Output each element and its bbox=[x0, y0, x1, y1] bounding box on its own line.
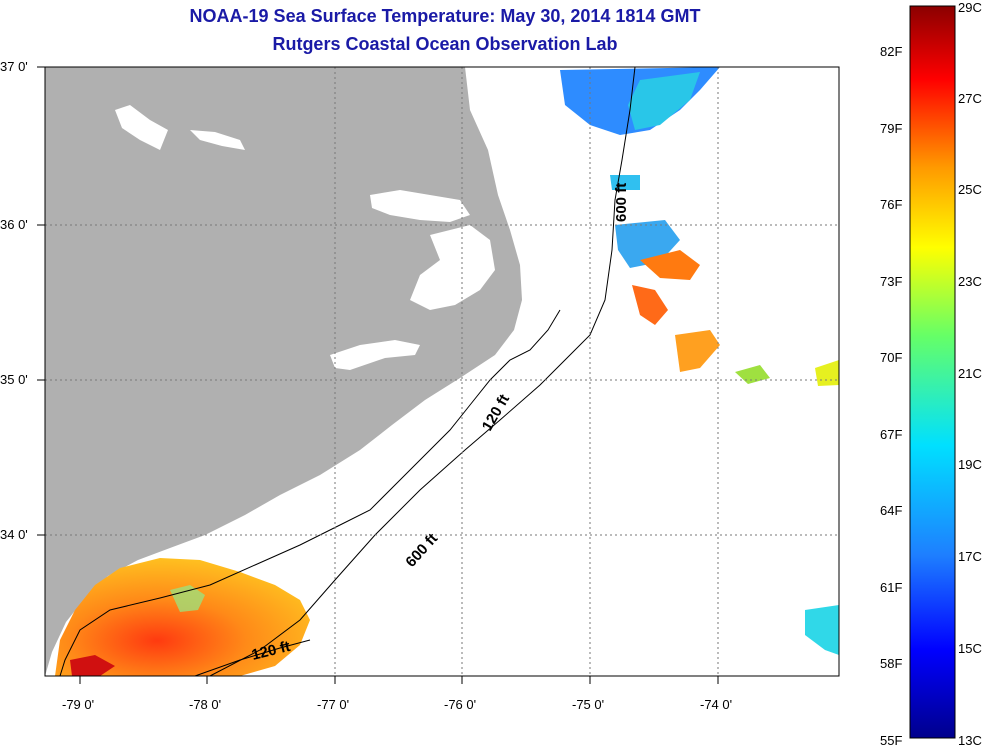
sst-red-patch bbox=[70, 655, 115, 676]
cb-c-17: 17C bbox=[958, 549, 982, 564]
cb-c-21: 21C bbox=[958, 366, 982, 381]
colorbar bbox=[909, 5, 956, 739]
lake-2 bbox=[190, 130, 245, 150]
lon-label-77: -77 0' bbox=[317, 697, 350, 712]
cb-f-55: 55F bbox=[880, 733, 903, 748]
map-title: NOAA-19 Sea Surface Temperature: May 30,… bbox=[189, 6, 701, 26]
contour-120ft-south bbox=[194, 639, 311, 676]
axis-ticks bbox=[37, 66, 719, 684]
map-subtitle: Rutgers Coastal Ocean Observation Lab bbox=[272, 34, 618, 54]
cb-f-76: 76F bbox=[880, 197, 903, 212]
cb-f-58: 58F bbox=[880, 656, 903, 671]
contour-label-600ft-south: 600 ft bbox=[402, 530, 441, 570]
sst-orange-scatter bbox=[675, 330, 720, 372]
land-mass bbox=[45, 67, 522, 676]
sst-cyan-north bbox=[628, 72, 700, 130]
map-frame bbox=[44, 66, 840, 677]
neuse-river bbox=[330, 340, 420, 370]
lat-label-35: 35 0' bbox=[0, 372, 28, 387]
contour-120ft bbox=[59, 309, 561, 676]
sst-green-east bbox=[735, 365, 770, 384]
sst-orange-mid bbox=[640, 250, 700, 280]
cb-c-25: 25C bbox=[958, 182, 982, 197]
cb-f-67: 67F bbox=[880, 427, 903, 442]
contour-600ft-north bbox=[209, 67, 636, 676]
sst-cyan-se bbox=[805, 605, 839, 655]
cb-c-15: 15C bbox=[958, 641, 982, 656]
lat-label-37: 37 0' bbox=[0, 59, 28, 74]
lon-label-74: -74 0' bbox=[700, 697, 733, 712]
cb-c-29: 29C bbox=[958, 0, 982, 15]
cb-f-61: 61F bbox=[880, 580, 903, 595]
grid-lines bbox=[45, 67, 839, 676]
albemarle-sound bbox=[370, 190, 470, 222]
lat-label-36: 36 0' bbox=[0, 217, 28, 232]
cb-c-19: 19C bbox=[958, 457, 982, 472]
cb-c-27: 27C bbox=[958, 91, 982, 106]
lon-label-75: -75 0' bbox=[572, 697, 605, 712]
cb-f-70: 70F bbox=[880, 350, 903, 365]
sst-warm-patch bbox=[170, 585, 205, 612]
cb-f-82: 82F bbox=[880, 44, 903, 59]
cb-c-13: 13C bbox=[958, 733, 982, 748]
sst-yellow-east bbox=[815, 360, 839, 386]
cb-f-79: 79F bbox=[880, 121, 903, 136]
sst-orange-south bbox=[632, 285, 668, 325]
pamlico-sound bbox=[410, 225, 495, 310]
lon-label-79: -79 0' bbox=[62, 697, 95, 712]
lat-label-34: 34 0' bbox=[0, 527, 28, 542]
lake bbox=[115, 105, 168, 150]
contour-label-600ft-north: 600 ft bbox=[613, 183, 630, 222]
cb-f-73: 73F bbox=[880, 274, 903, 289]
cb-c-23: 23C bbox=[958, 274, 982, 289]
sst-warm-region bbox=[55, 558, 310, 676]
cb-f-64: 64F bbox=[880, 503, 903, 518]
lon-label-78: -78 0' bbox=[189, 697, 222, 712]
lon-label-76: -76 0' bbox=[444, 697, 477, 712]
